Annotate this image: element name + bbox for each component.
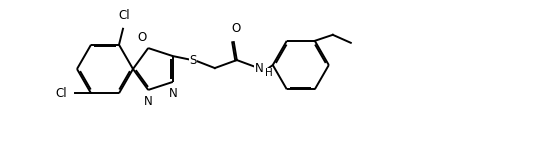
Text: N: N — [168, 87, 177, 100]
Text: N: N — [254, 62, 263, 75]
Text: O: O — [231, 22, 241, 35]
Text: O: O — [137, 31, 146, 44]
Text: S: S — [189, 54, 197, 67]
Text: Cl: Cl — [55, 87, 67, 100]
Text: H: H — [265, 68, 273, 78]
Text: Cl: Cl — [118, 9, 130, 22]
Text: N: N — [144, 95, 152, 108]
